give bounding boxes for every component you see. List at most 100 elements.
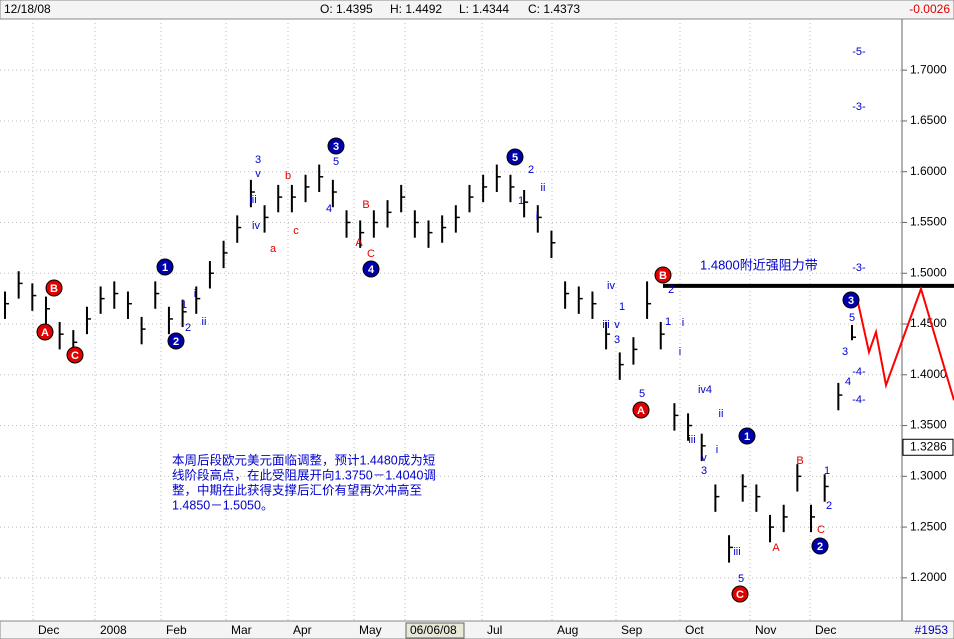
- wave-circle: [45, 279, 63, 297]
- y-tick-label: 1.6500: [910, 113, 947, 127]
- x-tick-label: 2008: [100, 623, 127, 637]
- wave-circle: [167, 332, 185, 350]
- y-tick-label: 1.3000: [910, 468, 947, 482]
- wave-label: -5-: [852, 46, 866, 58]
- wave-label: i: [716, 444, 718, 456]
- header-open: O: 1.4395: [320, 2, 373, 16]
- wave-label: 2: [668, 284, 674, 296]
- wave-circle: [738, 427, 756, 445]
- wave-label: -3-: [852, 262, 866, 274]
- wave-label: A: [637, 405, 645, 417]
- wave-label: 2: [528, 164, 534, 176]
- wave-label: C: [71, 350, 79, 362]
- wave-label: 2: [173, 336, 179, 348]
- wave-label: 5: [333, 156, 339, 168]
- x-tick-label: Nov: [755, 623, 776, 637]
- price-marker: [902, 438, 954, 456]
- note-line: 整，中期在此获得支撑后汇价有望再次冲高至: [172, 482, 422, 497]
- wave-label: 1: [744, 431, 750, 443]
- y-tick-label: 1.5500: [910, 215, 947, 229]
- x-label-highlight: [405, 622, 465, 639]
- wave-label: 5: [512, 152, 518, 164]
- wave-label: i: [682, 317, 684, 329]
- wave-label: b: [285, 170, 291, 182]
- wave-label: 1: [181, 299, 187, 311]
- header-high: H: 1.4492: [390, 2, 442, 16]
- resistance-label: 1.4800附近强阻力带: [700, 257, 818, 272]
- x-tick-label: Aug: [557, 623, 578, 637]
- wave-circle: [327, 137, 345, 155]
- note-line: 本周后段欧元美元面临调整，预计1.4480成为短: [172, 452, 435, 467]
- wave-label: 3: [701, 465, 707, 477]
- wave-label: 3: [842, 346, 848, 358]
- x-tick-label: Feb: [166, 623, 187, 637]
- wave-label: 1: [518, 195, 524, 207]
- wave-label: 1: [665, 316, 671, 328]
- note-line: 1.4850－1.5050。: [172, 498, 273, 512]
- y-tick-label: 1.5000: [910, 265, 947, 279]
- wave-label: a: [270, 243, 277, 255]
- header-change: -0.0026: [909, 2, 950, 16]
- projection-line: [856, 285, 954, 401]
- y-tick-label: 1.2500: [910, 519, 947, 533]
- wave-label: 3: [255, 154, 261, 166]
- wave-label: v: [255, 168, 261, 180]
- wave-label: iv4: [698, 384, 712, 396]
- wave-label: 3: [333, 141, 339, 153]
- wave-label: iv: [607, 280, 615, 292]
- y-tick-label: 1.3500: [910, 418, 947, 432]
- wave-label: v: [614, 319, 620, 331]
- y-tick-label: 1.4500: [910, 316, 947, 330]
- wave-label: ii: [541, 182, 546, 194]
- wave-label: 1: [824, 465, 830, 477]
- wave-label: -3-: [852, 101, 866, 113]
- wave-label: iii: [688, 434, 695, 446]
- wave-label: 4: [326, 203, 332, 215]
- wave-label: 5: [849, 312, 855, 324]
- wave-label: B: [362, 199, 369, 211]
- wave-circle: [842, 291, 860, 309]
- wave-label: B: [796, 455, 803, 467]
- footer-id: #1953: [915, 623, 949, 637]
- wave-label: A: [41, 327, 49, 339]
- wave-circle: [731, 585, 749, 603]
- wave-circle: [654, 266, 672, 284]
- wave-label: 2: [185, 322, 191, 334]
- x-tick-label: Sep: [621, 623, 643, 637]
- wave-label: iii: [602, 319, 609, 331]
- wave-label: B: [50, 283, 58, 295]
- wave-circle: [811, 537, 829, 555]
- footer-bar: [0, 620, 954, 639]
- header-bar: [0, 0, 954, 20]
- x-tick-label: May: [359, 623, 382, 637]
- wave-label: iv: [252, 220, 260, 232]
- x-tick-label: Jul: [487, 623, 502, 637]
- wave-circle: [362, 260, 380, 278]
- wave-label: iii: [733, 546, 740, 558]
- x-tick-label: Dec: [38, 623, 59, 637]
- wave-label: -4-: [852, 366, 866, 378]
- header-date: 12/18/08: [4, 2, 51, 16]
- wave-label: 1: [619, 301, 625, 313]
- x-tick-label: Dec: [815, 623, 836, 637]
- wave-label: 5: [639, 388, 645, 400]
- y-tick-label: 1.4000: [910, 367, 947, 381]
- wave-label: 4: [368, 264, 375, 276]
- wave-label: c: [293, 225, 299, 237]
- wave-circle: [506, 148, 524, 166]
- wave-label: C: [817, 524, 825, 536]
- wave-circle: [156, 258, 174, 276]
- wave-label: C: [367, 248, 375, 260]
- wave-label: B: [659, 270, 667, 282]
- wave-label: -4-: [852, 394, 866, 406]
- wave-circle: [632, 401, 650, 419]
- x-tick-label: 06/06/08: [410, 623, 457, 637]
- wave-label: 2: [817, 541, 823, 553]
- wave-label: v: [701, 452, 707, 464]
- wave-label: iii: [249, 194, 256, 206]
- wave-label: 1: [162, 262, 168, 274]
- wave-label: ii: [719, 408, 724, 420]
- wave-label: 3: [848, 295, 854, 307]
